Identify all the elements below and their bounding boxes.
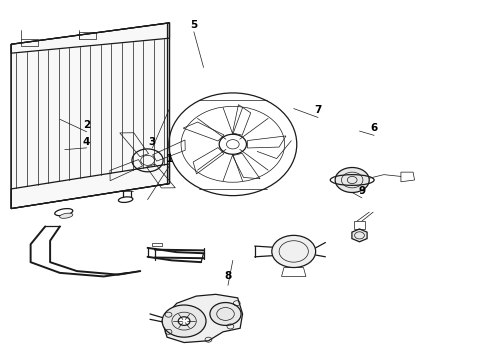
Text: 8: 8 (224, 271, 232, 282)
Text: 2: 2 (83, 120, 90, 130)
Polygon shape (352, 229, 367, 242)
Text: 9: 9 (358, 186, 366, 196)
Ellipse shape (60, 213, 73, 218)
Circle shape (178, 317, 190, 325)
Text: 6: 6 (370, 123, 378, 133)
Text: 1: 1 (166, 154, 173, 163)
Circle shape (272, 235, 316, 267)
Circle shape (335, 167, 369, 193)
Text: 7: 7 (315, 105, 322, 115)
Polygon shape (162, 294, 243, 342)
Polygon shape (11, 23, 170, 208)
Circle shape (210, 302, 241, 325)
Text: 5: 5 (190, 19, 197, 30)
Text: 3: 3 (149, 138, 156, 148)
Text: 4: 4 (83, 138, 90, 148)
Circle shape (162, 305, 206, 337)
